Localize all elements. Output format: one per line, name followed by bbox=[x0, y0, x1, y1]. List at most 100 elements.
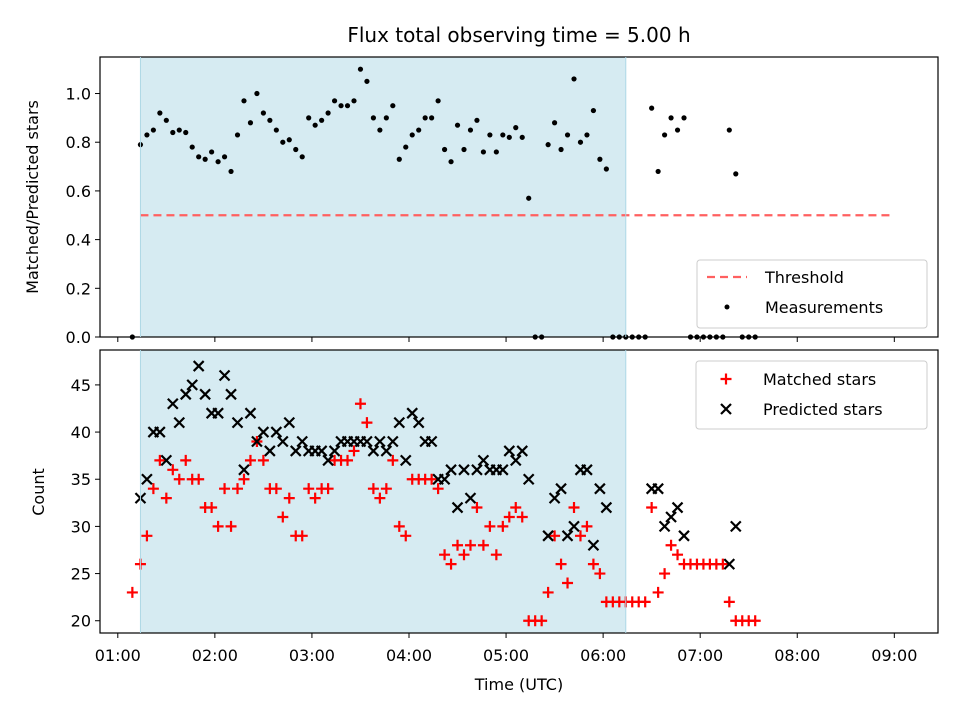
legend-predicted-marker bbox=[720, 403, 732, 415]
predicted-star-point bbox=[186, 379, 198, 391]
measurement-point bbox=[293, 146, 299, 153]
predicted-star-point bbox=[192, 360, 205, 372]
measurement-point bbox=[454, 122, 461, 128]
measurement-point bbox=[357, 66, 364, 72]
predicted-star-point bbox=[289, 445, 302, 457]
matched-star-point bbox=[490, 549, 502, 561]
matched-star-point bbox=[342, 454, 354, 466]
measurement-point bbox=[461, 146, 467, 153]
measurement-point bbox=[280, 139, 286, 145]
matched-star-point bbox=[639, 596, 651, 608]
predicted-star-point bbox=[555, 482, 567, 495]
matched-star-point bbox=[516, 511, 528, 523]
measurement-point bbox=[493, 149, 499, 155]
matched-star-point bbox=[536, 615, 548, 627]
predicted-star-point bbox=[542, 530, 554, 542]
matched-star-point bbox=[225, 520, 237, 532]
predicted-star-point bbox=[568, 520, 580, 533]
predicted-star-point bbox=[141, 473, 153, 486]
bottom-matched-points bbox=[126, 398, 761, 627]
measurement-point bbox=[435, 98, 441, 104]
measurement-point bbox=[571, 76, 577, 82]
matched-star-point bbox=[141, 530, 153, 542]
matched-star-point bbox=[180, 454, 192, 466]
matched-star-point bbox=[309, 492, 321, 504]
measurement-point bbox=[577, 139, 584, 145]
predicted-star-point bbox=[425, 435, 438, 448]
measurement-point bbox=[234, 132, 241, 138]
measurement-point bbox=[564, 132, 571, 138]
predicted-star-point bbox=[451, 501, 464, 514]
measurement-point bbox=[383, 115, 389, 121]
bottom-panel: 20 25 30 35 40 45 01:00 02:00 03:00 04:00 05:00 06… bbox=[29, 349, 939, 694]
measurement-point bbox=[312, 122, 318, 128]
legend-predicted-glyph bbox=[720, 403, 732, 415]
predicted-star-point bbox=[561, 530, 574, 542]
matched-star-point bbox=[238, 473, 250, 485]
predicted-star-point bbox=[264, 445, 276, 457]
matched-star-point bbox=[568, 502, 580, 514]
matched-star-point bbox=[426, 473, 438, 485]
predicted-star-point bbox=[160, 454, 173, 467]
measurement-point bbox=[668, 115, 674, 121]
matched-star-point bbox=[594, 568, 606, 580]
predicted-star-point bbox=[238, 464, 250, 476]
measurement-point bbox=[299, 154, 305, 160]
measurement-point bbox=[500, 132, 506, 138]
predicted-star-point bbox=[652, 482, 664, 495]
x-tick-label: 03:00 bbox=[289, 646, 335, 665]
measurement-point bbox=[674, 127, 681, 133]
matched-star-point bbox=[400, 530, 412, 542]
matched-star-point bbox=[374, 492, 386, 504]
predicted-star-point bbox=[581, 464, 593, 476]
predicted-star-point bbox=[600, 501, 613, 514]
measurement-point bbox=[487, 132, 493, 138]
measurement-point bbox=[597, 156, 603, 162]
matched-star-point bbox=[510, 502, 522, 514]
measurement-point bbox=[377, 127, 383, 133]
measurement-point bbox=[344, 103, 351, 109]
matched-star-point bbox=[665, 539, 677, 551]
matched-star-point bbox=[452, 539, 464, 551]
measurement-point bbox=[519, 134, 525, 140]
predicted-star-point bbox=[277, 435, 289, 448]
legend-measurements-label: Measurements bbox=[765, 298, 883, 317]
bottom-yticks: 20 25 30 35 40 45 bbox=[71, 376, 100, 631]
matched-star-point bbox=[147, 483, 159, 495]
bottom-xlabel: Time (UTC) bbox=[474, 675, 563, 694]
matched-star-point bbox=[717, 558, 729, 570]
top-xticks bbox=[117, 337, 895, 342]
measurement-point bbox=[202, 156, 208, 162]
predicted-star-point bbox=[167, 397, 179, 410]
measurement-point bbox=[681, 115, 687, 121]
predicted-star-point bbox=[497, 464, 509, 476]
predicted-star-point bbox=[399, 454, 412, 467]
measurement-point bbox=[409, 132, 415, 138]
matched-star-point bbox=[167, 464, 179, 476]
matched-star-point bbox=[723, 596, 735, 608]
measurement-point bbox=[584, 132, 590, 138]
bottom-axes-frame bbox=[99, 349, 939, 634]
measurement-point bbox=[506, 134, 512, 140]
matched-star-point bbox=[219, 483, 231, 495]
predicted-star-point bbox=[665, 511, 677, 523]
matched-star-point bbox=[464, 539, 476, 551]
predicted-star-point bbox=[730, 520, 742, 533]
measurement-point bbox=[170, 129, 176, 136]
matched-star-point bbox=[126, 586, 138, 598]
x-tick-label: 09:00 bbox=[871, 646, 917, 665]
predicted-star-point bbox=[199, 388, 211, 401]
measurement-point bbox=[448, 159, 454, 165]
legend-matched-label: Matched stars bbox=[763, 370, 876, 389]
y-tick-label: 35 bbox=[71, 470, 91, 489]
matched-star-point bbox=[439, 549, 451, 561]
y-tick-label: 0.8 bbox=[66, 133, 91, 152]
measurement-point bbox=[649, 105, 655, 111]
measurement-point bbox=[474, 117, 480, 123]
predicted-star-point bbox=[516, 445, 529, 457]
top-legend-box bbox=[696, 259, 928, 329]
measurement-point bbox=[603, 166, 609, 172]
matched-star-point bbox=[296, 530, 308, 542]
measurement-point bbox=[733, 171, 739, 177]
measurement-point bbox=[526, 195, 532, 201]
